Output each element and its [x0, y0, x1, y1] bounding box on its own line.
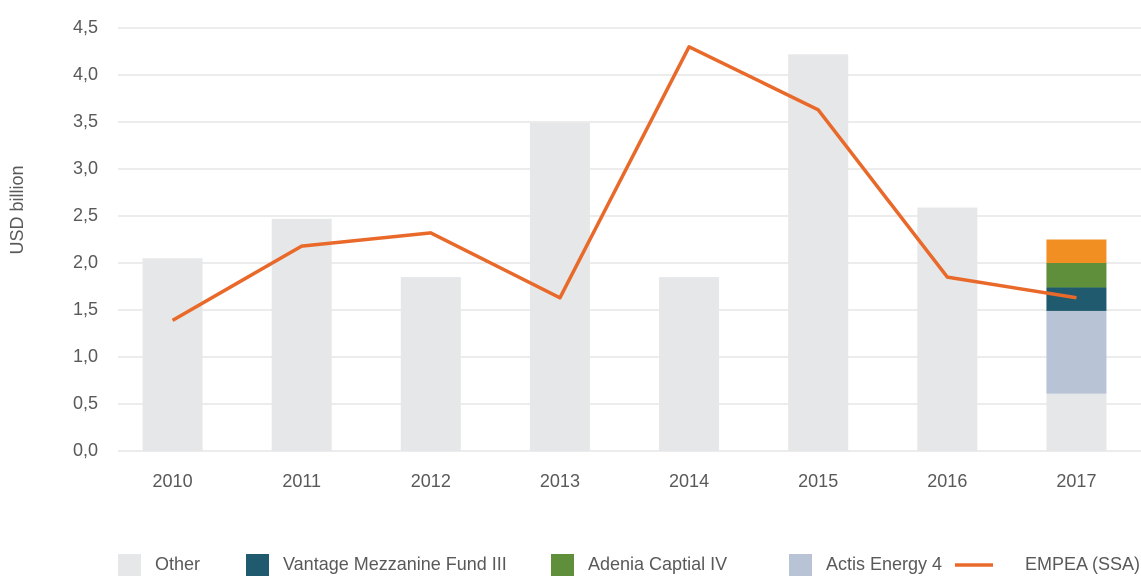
- x-tick-label: 2013: [540, 471, 580, 491]
- x-tick-label: 2016: [927, 471, 967, 491]
- legend-swatch: [118, 554, 141, 576]
- legend-label: Actis Energy 4: [826, 554, 942, 574]
- y-tick-label: 3,0: [73, 158, 98, 178]
- y-tick-label: 4,5: [73, 17, 98, 37]
- y-tick-label: 1,0: [73, 346, 98, 366]
- y-tick-label: 1,5: [73, 299, 98, 319]
- y-tick-label: 2,5: [73, 205, 98, 225]
- bar: [400, 277, 461, 451]
- y-axis-label: USD billion: [7, 165, 27, 254]
- bar: [917, 207, 978, 451]
- bar: [1046, 393, 1107, 451]
- y-tick-label: 0,5: [73, 393, 98, 413]
- legend-swatch: [789, 554, 812, 576]
- bar: [1046, 310, 1107, 394]
- bar: [1046, 287, 1107, 311]
- line: [171, 45, 1077, 322]
- y-tick-label: 4,0: [73, 64, 98, 84]
- legend-label: Other: [155, 554, 200, 574]
- legend-label: EMPEA (SSA): [1025, 554, 1140, 574]
- bar: [1046, 239, 1107, 263]
- y-tick-label: 3,5: [73, 111, 98, 131]
- legend-label: Vantage Mezzanine Fund III: [283, 554, 507, 574]
- x-tick-label: 2012: [411, 471, 451, 491]
- bar: [1046, 263, 1107, 288]
- y-tick-label: 0,0: [73, 440, 98, 460]
- bar: [788, 54, 849, 451]
- x-tick-label: 2010: [153, 471, 193, 491]
- x-tick-label: 2011: [282, 471, 321, 491]
- legend-swatch: [551, 554, 574, 576]
- x-tick-label: 2015: [798, 471, 838, 491]
- legend-swatch: [246, 554, 269, 576]
- bar: [142, 258, 203, 451]
- x-tick-label: 2014: [669, 471, 709, 491]
- x-tick-label: 2017: [1056, 471, 1096, 491]
- legend-label: Adenia Captial IV: [588, 554, 727, 574]
- bar: [271, 218, 332, 451]
- bar: [659, 277, 720, 451]
- y-tick-label: 2,0: [73, 252, 98, 272]
